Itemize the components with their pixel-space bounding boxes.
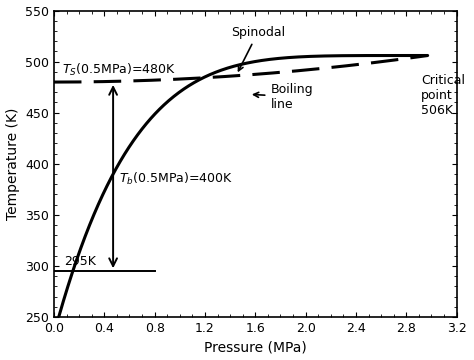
Text: 295K: 295K bbox=[64, 255, 96, 268]
Text: Spinodal: Spinodal bbox=[231, 26, 285, 71]
Text: Critical
point
506K: Critical point 506K bbox=[421, 74, 465, 117]
X-axis label: Pressure (MPa): Pressure (MPa) bbox=[204, 341, 307, 355]
Y-axis label: Temperature (K): Temperature (K) bbox=[6, 108, 19, 220]
Text: $T_S$(0.5MPa)=480K: $T_S$(0.5MPa)=480K bbox=[62, 62, 175, 78]
Text: Boiling
line: Boiling line bbox=[254, 82, 313, 111]
Text: $T_b$(0.5MPa)=400K: $T_b$(0.5MPa)=400K bbox=[119, 171, 233, 187]
